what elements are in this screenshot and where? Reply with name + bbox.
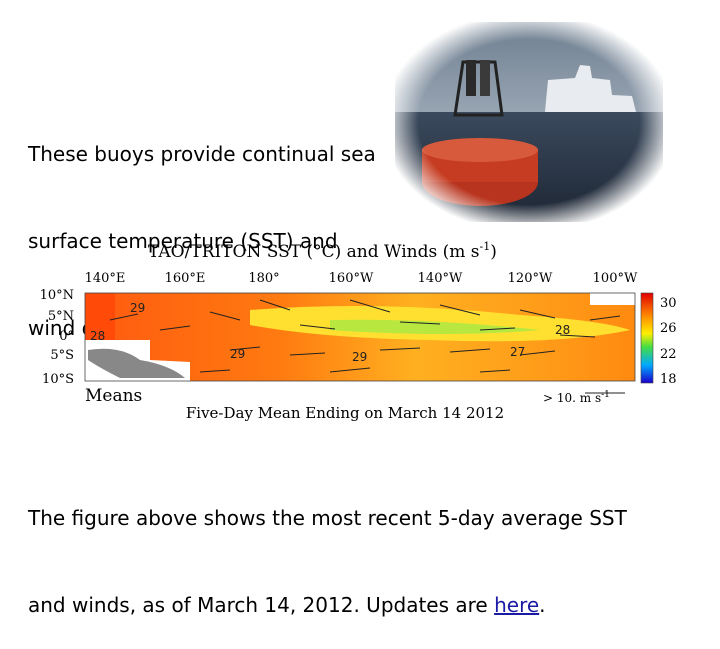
paragraph: The figure above shows the most recent 5… (28, 446, 627, 649)
colorbar (640, 292, 654, 384)
contour-label: 27 (510, 345, 525, 359)
lon-label: 180° (248, 271, 279, 286)
lon-label: 100°W (593, 271, 638, 286)
title-text: TAO/TRITON SST (°C) and Winds (m s (148, 242, 480, 262)
link[interactable]: here (494, 593, 540, 617)
slide: {"paragraph1": {"lines": ["These buoys p… (28, 22, 677, 617)
contour-label: 29 (230, 347, 245, 361)
text-line: These buoys provide continual sea (28, 142, 376, 166)
wind-key-text: > 10. m s (543, 391, 601, 405)
lon-label: 160°W (329, 271, 374, 286)
sst-cool-tongue (330, 319, 540, 334)
map-frame (84, 292, 636, 382)
wind-key-superscript: -1 (601, 390, 610, 400)
figure-caption: Five-Day Mean Ending on March 14 2012 (186, 404, 504, 422)
figure-canvas: TAO/TRITON SST (°C) and Winds (m s-1) 14… (40, 22, 677, 422)
paragraph: These buoys provide continual sea surfac… (28, 82, 376, 372)
contour-label: 28 (90, 329, 105, 343)
text-line: and winds, as of March 14, 2012. Updates… (28, 591, 627, 620)
contour-labels: 29 28 29 29 28 27 (90, 301, 570, 364)
photo (395, 22, 663, 222)
lat-label: 10°S (42, 372, 74, 387)
lat-label: 10°N (40, 288, 74, 303)
means-label: Means (85, 386, 142, 406)
lat-label: 5°N (48, 309, 74, 324)
wind-key: > 10. m s-1 (543, 390, 610, 405)
new-guinea (88, 348, 185, 378)
contour-label: 28 (555, 323, 570, 337)
lat-label: 5°S (50, 348, 74, 363)
colorbar-label: 26 (660, 321, 677, 336)
text-line: surface temperature (SST) and (28, 229, 338, 253)
contour-label: 29 (130, 301, 145, 315)
colorbar-label: 18 (660, 372, 677, 387)
land-mask (590, 293, 635, 305)
contour-label: 29 (352, 350, 367, 364)
colorbar-label: 22 (660, 347, 677, 362)
wind-vectors (109, 299, 621, 373)
title-text: ) (490, 242, 497, 262)
lon-label: 160°E (165, 271, 206, 286)
text-line: The figure above shows the most recent 5… (28, 506, 627, 530)
photo-vignette (395, 22, 663, 222)
text: and winds, as of March 14, 2012. Updates… (28, 593, 495, 617)
lon-label: 120°W (508, 271, 553, 286)
lon-label: 140°W (418, 271, 463, 286)
figure-title: TAO/TRITON SST (°C) and Winds (m s-1) (148, 240, 497, 262)
lon-label: 140°E (85, 271, 126, 286)
title-superscript: -1 (480, 240, 491, 253)
lat-label: 0° (59, 329, 74, 344)
colorbar-label: 30 (660, 296, 677, 311)
text: . (539, 593, 546, 617)
sst-map: 29 28 29 29 28 27 (84, 292, 636, 382)
